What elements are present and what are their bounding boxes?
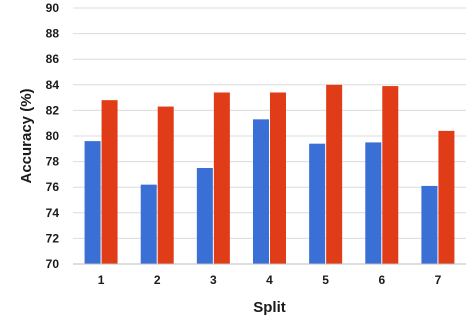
x-tick-label: 5 (322, 273, 329, 287)
x-tick-label: 4 (266, 273, 273, 287)
x-tick-label: 1 (98, 273, 105, 287)
x-tick-labels: 1 2 3 4 5 6 7 (98, 273, 442, 287)
y-tick-labels: 70 72 74 76 78 80 82 84 86 88 90 (46, 1, 60, 271)
bar-series1-split-7 (421, 185, 438, 264)
y-tick-label: 76 (46, 180, 60, 194)
bar-series1-split-2 (140, 184, 157, 264)
bar-series1-split-4 (253, 119, 269, 264)
y-tick-label: 90 (46, 1, 60, 15)
x-tick-label: 7 (435, 273, 442, 287)
bar-series2-split-4 (270, 92, 286, 264)
bar-series1-split-3 (196, 168, 213, 264)
y-tick-label: 80 (46, 129, 60, 143)
y-tick-label: 84 (46, 78, 60, 92)
x-tick-label: 3 (210, 273, 217, 287)
y-tick-label: 82 (46, 103, 60, 117)
bar-series2-split-3 (213, 92, 230, 264)
y-tick-label: 70 (46, 257, 60, 271)
x-tick-label: 2 (154, 273, 161, 287)
bars (84, 84, 455, 264)
y-tick-label: 78 (46, 155, 60, 169)
y-tick-label: 72 (46, 231, 60, 245)
bar-series1-split-5 (309, 143, 326, 264)
bar-series2-split-7 (438, 130, 455, 264)
bar-series2-split-2 (157, 106, 174, 264)
bar-series2-split-1 (101, 100, 118, 264)
bar-series1-split-1 (84, 141, 101, 264)
x-tick-label: 6 (378, 273, 385, 287)
gridlines (73, 7, 466, 239)
bar-series2-split-6 (382, 86, 399, 264)
bar-series1-split-6 (365, 142, 382, 264)
y-tick-label: 86 (46, 52, 60, 66)
x-axis-title: Split (253, 299, 286, 316)
y-tick-label: 74 (46, 206, 60, 220)
y-tick-label: 88 (46, 27, 60, 41)
y-axis-title: Accuracy (%) (18, 88, 35, 183)
bar-series2-split-5 (326, 84, 343, 264)
